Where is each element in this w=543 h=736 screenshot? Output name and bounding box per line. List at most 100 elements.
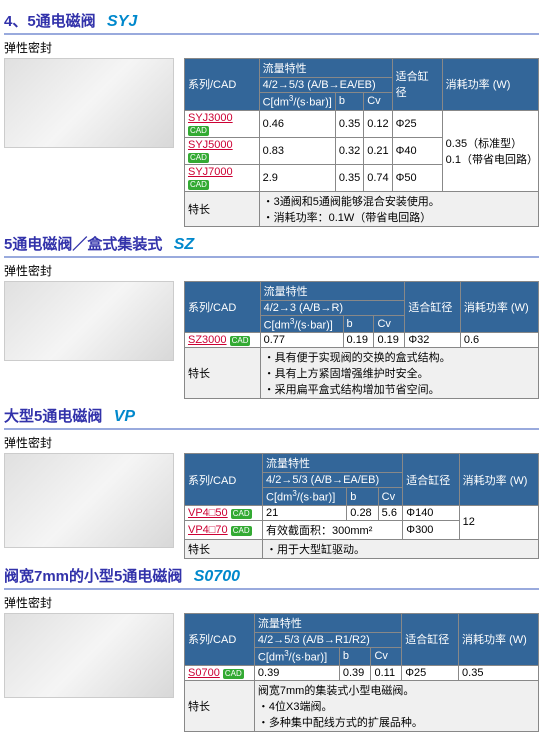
divider xyxy=(4,33,539,35)
cv-cell: 0.11 xyxy=(371,665,402,680)
bore-cell: Φ32 xyxy=(405,333,460,348)
b-cell: 0.19 xyxy=(343,333,374,348)
th-flow-sub: 4/2→3 (A/B→R) xyxy=(260,300,405,315)
title-main: 阀宽7mm的小型5通电磁阀 xyxy=(4,568,182,585)
th-c: C[dm3/(s·bar)] xyxy=(254,647,339,665)
th-flow: 流量特性 xyxy=(254,613,401,632)
th-bore: 适合缸径 xyxy=(405,281,460,333)
spec-table: 系列/CAD 流量特性 适合缸径 消耗功率 (W) 4/2→5/3 (A/B→R… xyxy=(184,613,539,732)
title-code: SZ xyxy=(174,236,194,253)
seal-type: 弹性密封 xyxy=(4,39,539,56)
title-code: SYJ xyxy=(107,13,137,30)
th-cv: Cv xyxy=(364,93,392,111)
feat-label: 特长 xyxy=(185,191,260,226)
th-power: 消耗功率 (W) xyxy=(442,59,538,111)
feat-text: ・3通阀和5通阀能够混合安装使用。・消耗功率：0.1W（带省电回路） xyxy=(259,191,538,226)
title-code: S0700 xyxy=(194,568,240,585)
cad-badge: CAD xyxy=(188,153,209,163)
bore-cell: Φ25 xyxy=(402,665,459,680)
c-cell: 2.9 xyxy=(259,164,335,191)
seal-type: 弹性密封 xyxy=(4,594,539,611)
series-cell[interactable]: SYJ7000 CAD xyxy=(185,164,260,191)
cad-badge: CAD xyxy=(188,126,209,136)
c-cell: 21 xyxy=(263,505,347,520)
bore-cell: Φ25 xyxy=(392,110,442,137)
product-image xyxy=(4,613,174,698)
series-cell[interactable]: S0700 CAD xyxy=(185,665,255,680)
th-flow-sub: 4/2→5/3 (A/B→R1/R2) xyxy=(254,632,401,647)
section-title: 大型5通电磁阀 VP xyxy=(4,405,539,426)
th-b: b xyxy=(339,647,371,665)
series-cell[interactable]: SZ3000 CAD xyxy=(185,333,261,348)
title-main: 大型5通电磁阀 xyxy=(4,408,102,425)
feat-label: 特长 xyxy=(185,348,261,399)
bore-cell: Φ140 xyxy=(403,505,459,520)
title-main: 5通电磁阀／盒式集装式 xyxy=(4,236,162,253)
feat-text: 阀宽7mm的集装式小型电磁阀。・4位X3端阀。・多种集中配线方式的扩展品种。 xyxy=(254,680,538,731)
divider xyxy=(4,588,539,590)
th-b: b xyxy=(343,315,374,333)
th-c: C[dm3/(s·bar)] xyxy=(260,315,343,333)
spec-table: 系列/CAD 流量特性 适合缸径 消耗功率 (W) 4/2→3 (A/B→R) … xyxy=(184,281,539,400)
c-cell: 0.39 xyxy=(254,665,339,680)
b-cell: 0.28 xyxy=(347,505,378,520)
area-cell: 有效截面积：300mm² xyxy=(263,520,403,539)
th-c: C[dm3/(s·bar)] xyxy=(259,93,335,111)
divider xyxy=(4,256,539,258)
bore-cell: Φ40 xyxy=(392,137,442,164)
cad-badge: CAD xyxy=(188,180,209,190)
th-power: 消耗功率 (W) xyxy=(459,613,539,665)
product-image xyxy=(4,281,174,361)
cad-badge: CAD xyxy=(230,336,251,346)
series-cell[interactable]: VP4□70 CAD xyxy=(185,520,263,539)
feat-label: 特长 xyxy=(185,539,263,558)
th-flow: 流量特性 xyxy=(259,59,392,78)
series-cell[interactable]: SYJ5000 CAD xyxy=(185,137,260,164)
power-cell: 0.35 xyxy=(459,665,539,680)
seal-type: 弹性密封 xyxy=(4,434,539,451)
divider xyxy=(4,428,539,430)
th-power: 消耗功率 (W) xyxy=(460,281,538,333)
product-image xyxy=(4,453,174,548)
th-series: 系列/CAD xyxy=(185,613,255,665)
th-series: 系列/CAD xyxy=(185,281,261,333)
power-cell: 0.6 xyxy=(460,333,538,348)
feat-text: ・具有便于实现阀的交换的盒式结构。・具有上方紧固增强维护时安全。・采用扁平盒式结… xyxy=(260,348,538,399)
th-flow-sub: 4/2→5/3 (A/B→EA/EB) xyxy=(259,78,392,93)
cv-cell: 0.19 xyxy=(374,333,405,348)
th-flow-sub: 4/2→5/3 (A/B→EA/EB) xyxy=(263,473,403,488)
series-cell[interactable]: SYJ3000 CAD xyxy=(185,110,260,137)
th-bore: 适合缸径 xyxy=(403,454,459,506)
th-bore: 适合缸径 xyxy=(392,59,442,111)
bore-cell: Φ300 xyxy=(403,520,459,539)
seal-type: 弹性密封 xyxy=(4,262,539,279)
th-b: b xyxy=(347,488,378,506)
th-c: C[dm3/(s·bar)] xyxy=(263,488,347,506)
section-title: 4、5通电磁阀 SYJ xyxy=(4,10,539,31)
th-series: 系列/CAD xyxy=(185,454,263,506)
th-bore: 适合缸径 xyxy=(402,613,459,665)
title-code: VP xyxy=(114,408,135,425)
feat-text: ・用于大型缸驱动。 xyxy=(263,539,539,558)
b-cell: 0.35 xyxy=(335,164,363,191)
cad-badge: CAD xyxy=(231,509,252,519)
section-title: 5通电磁阀／盒式集装式 SZ xyxy=(4,233,539,254)
th-cv: Cv xyxy=(378,488,403,506)
power-cell: 0.35（标准型）0.1（带省电回路） xyxy=(442,110,538,191)
cv-cell: 0.12 xyxy=(364,110,392,137)
th-series: 系列/CAD xyxy=(185,59,260,111)
product-image xyxy=(4,58,174,148)
th-cv: Cv xyxy=(371,647,402,665)
series-cell[interactable]: VP4□50 CAD xyxy=(185,505,263,520)
th-flow: 流量特性 xyxy=(260,281,405,300)
c-cell: 0.77 xyxy=(260,333,343,348)
cad-badge: CAD xyxy=(223,669,244,679)
spec-table: 系列/CAD 流量特性 适合缸径 消耗功率 (W) 4/2→5/3 (A/B→E… xyxy=(184,453,539,559)
th-flow: 流量特性 xyxy=(263,454,403,473)
th-cv: Cv xyxy=(374,315,405,333)
feat-label: 特长 xyxy=(185,680,255,731)
b-cell: 0.35 xyxy=(335,110,363,137)
b-cell: 0.39 xyxy=(339,665,371,680)
cv-cell: 0.74 xyxy=(364,164,392,191)
cad-badge: CAD xyxy=(231,526,252,536)
